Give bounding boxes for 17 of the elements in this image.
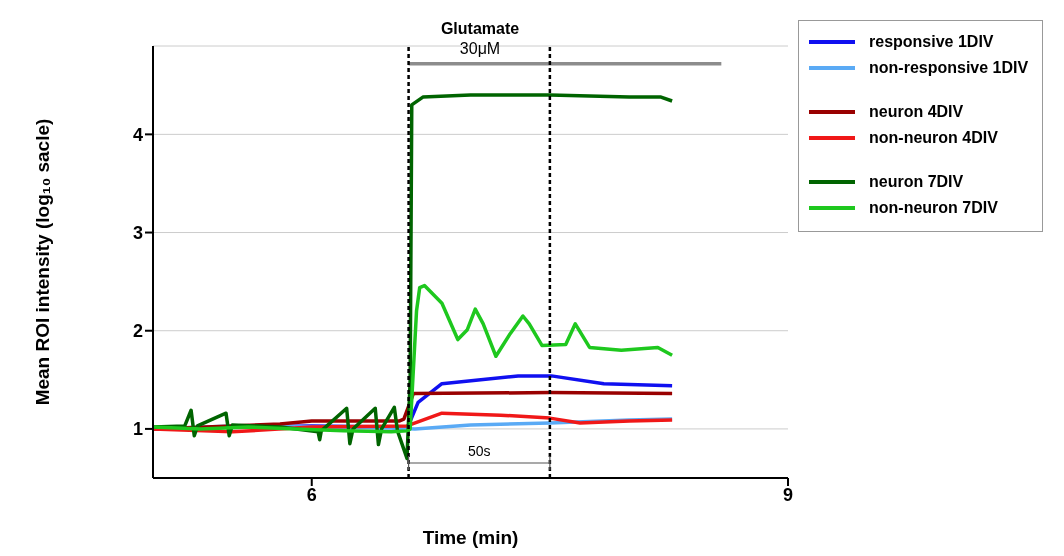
legend-label: non-neuron 7DIV <box>869 199 998 217</box>
line-series <box>153 283 674 434</box>
legend-label: neuron 7DIV <box>869 173 964 191</box>
y-tick-label: 4 <box>132 124 143 145</box>
annotation: 50s <box>467 443 491 459</box>
y-tick-label: 1 <box>132 419 143 440</box>
y-axis-title: Mean ROI intensity (log₁₀ sacle) <box>32 118 54 406</box>
legend-label: neuron 4DIV <box>869 103 964 121</box>
x-axis-title: Time (min) <box>422 527 519 548</box>
y-tick-label: 3 <box>132 222 143 243</box>
annotation: Glutamate 30μM <box>440 19 520 57</box>
legend-label: non-responsive 1DIV <box>869 59 1029 77</box>
x-tick-label: 9 <box>782 484 794 505</box>
legend-label: responsive 1DIV <box>869 33 994 51</box>
y-tick-label: 2 <box>132 321 143 342</box>
x-tick-label: 6 <box>306 484 317 505</box>
legend-label: non-neuron 4DIV <box>869 129 998 147</box>
